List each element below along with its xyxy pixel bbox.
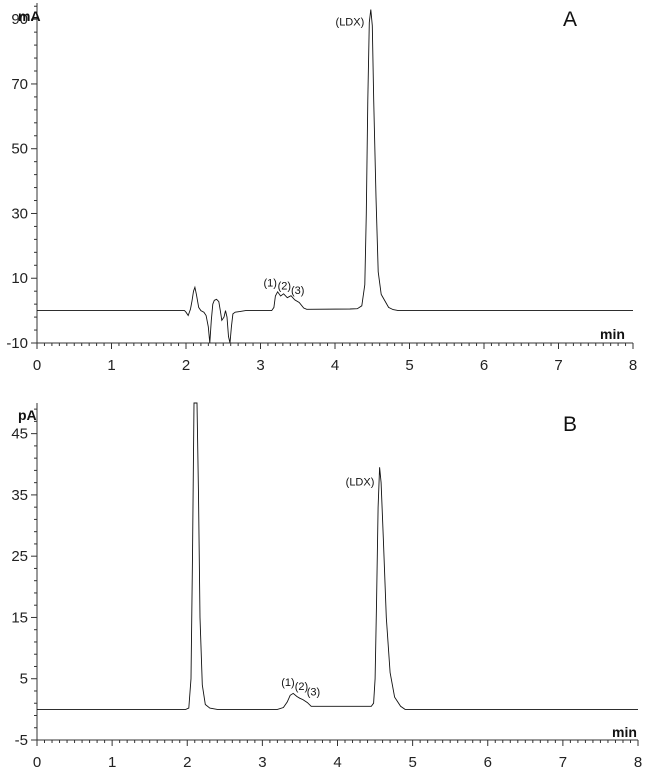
x-tick-label: 6 [480,357,488,374]
y-tick-label: 15 [11,609,28,626]
y-tick-label: 35 [11,487,28,504]
y-tick-label: 50 [11,141,28,158]
x-tick-label: 4 [333,754,341,767]
x-tick-label: 8 [629,357,637,374]
peak-annotation: (3) [291,285,304,297]
y-tick-label: 70 [11,76,28,93]
y-tick-label: -10 [6,335,28,352]
annotations-a: (LDX) (1) (2) (3) [263,17,364,297]
x-tick-label: 4 [331,357,339,374]
x-tick-label: 5 [408,754,416,767]
y-tick-label: 10 [11,270,28,287]
series-line-a [37,9,633,344]
series-line-b [37,402,638,710]
panel-label-b: B [563,413,577,436]
ylabel-a: mA [18,8,41,24]
tick-labels-a: 0 1 2 3 4 5 6 7 8 -10 10 30 50 70 90 [6,11,637,374]
x-tick-label: 1 [108,754,116,767]
chart-panel-a: 0 1 2 3 4 5 6 7 8 -10 10 30 50 70 90 mA min A (LDX) (1)… [6,3,637,374]
peak-annotation: (1) [281,677,294,689]
ylabel-b: pA [18,407,37,423]
y-tick-label: 45 [11,426,28,443]
x-tick-label: 0 [33,357,41,374]
x-tick-label: 2 [183,754,191,767]
peak-annotation: (LDX) [346,477,375,489]
y-tick-label: 30 [11,205,28,222]
xlabel-a: min [600,326,625,342]
y-tick-label: 5 [20,671,28,688]
peak-annotation: (1) [263,277,276,289]
x-tick-label: 7 [554,357,562,374]
x-tick-label: 5 [405,357,413,374]
x-tick-label: 2 [182,357,190,374]
axes-b [36,403,638,741]
x-tick-label: 0 [33,754,41,767]
x-tick-label: 3 [256,357,264,374]
x-tick-label: 8 [634,754,642,767]
xlabel-b: min [612,724,637,740]
panel-label-a: A [563,8,577,31]
axes-a [36,3,633,344]
annotations-b: (LDX) (1) (2)(3) [281,477,374,699]
y-tick-label: 90 [11,11,28,28]
y-tick-label: 25 [11,548,28,565]
y-tick-label: -5 [15,732,28,749]
x-tick-label: 1 [107,357,115,374]
peak-annotation: (2) [278,281,291,293]
peak-annotation: (3) [307,686,320,698]
x-tick-label: 3 [258,754,266,767]
peak-annotation: (2) [295,681,308,693]
ticks-b [31,408,639,746]
x-tick-label: 7 [559,754,567,767]
x-tick-label: 6 [484,754,492,767]
peak-annotation: (LDX) [336,17,365,29]
ticks-a [31,5,634,349]
